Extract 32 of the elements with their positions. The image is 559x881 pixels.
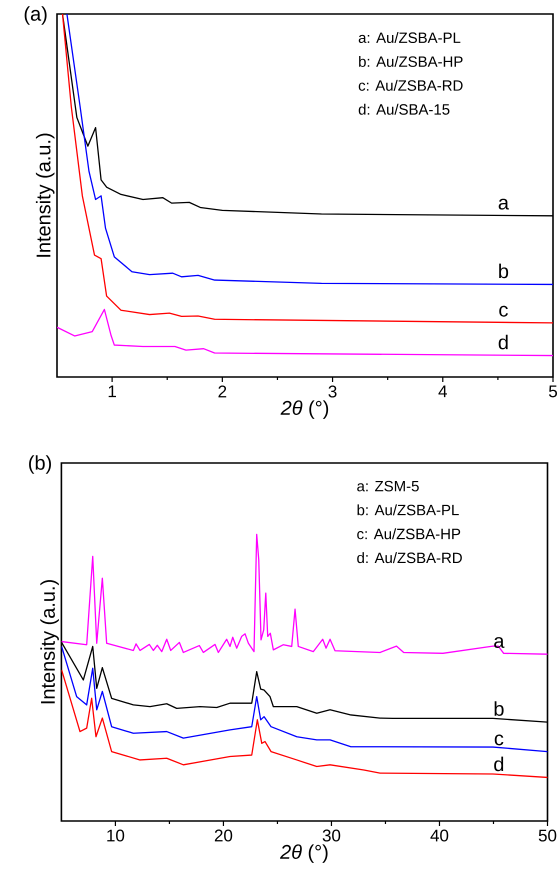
series-label: d xyxy=(494,756,504,772)
x-tick-label: 1 xyxy=(108,386,116,398)
series-label: a xyxy=(498,198,509,210)
text: b: Au/ZSBA-PL xyxy=(358,504,459,516)
annotation: c: Au/ZSBA-HP xyxy=(357,528,460,540)
x-tick-label: 20 xyxy=(214,830,232,842)
annotation: c: Au/ZSBA-RD xyxy=(358,80,463,91)
text: a: ZSM-5 xyxy=(357,480,419,492)
series-label: a xyxy=(494,637,504,648)
x-tick-label: 50 xyxy=(538,830,556,842)
annotation: b: Au/ZSBA-HP xyxy=(359,56,463,67)
x-tick-label: 30 xyxy=(322,830,340,842)
x-axis-title: 2θ (°) xyxy=(280,400,328,419)
series-label: d xyxy=(498,334,508,350)
series-label: c xyxy=(494,734,504,746)
x-tick-label: 40 xyxy=(430,830,448,842)
annotation: a: Au/ZSBA-PL xyxy=(358,32,460,43)
series-label: b xyxy=(494,701,504,716)
annotation: d: Au/ZSBA-RD xyxy=(357,552,462,564)
series-label: b xyxy=(499,264,508,278)
x-axis-title: 2θ (°) xyxy=(280,844,328,863)
series-label: c xyxy=(499,306,508,317)
y-axis-title: Intensity (a.u.) xyxy=(40,580,59,704)
x-tick-label: 2 xyxy=(218,386,226,398)
chart-title: (b) xyxy=(29,455,51,474)
x-tick-label: 10 xyxy=(107,830,124,842)
annotation: d: Au/SBA-15 xyxy=(358,104,450,115)
x-tick-label: 4 xyxy=(438,386,447,398)
y-axis-title: Intensity (a.u.) xyxy=(36,134,54,257)
chart-title: (a) xyxy=(24,6,47,25)
x-tick-label: 3 xyxy=(328,386,337,398)
x-tick-label: 5 xyxy=(548,386,557,398)
